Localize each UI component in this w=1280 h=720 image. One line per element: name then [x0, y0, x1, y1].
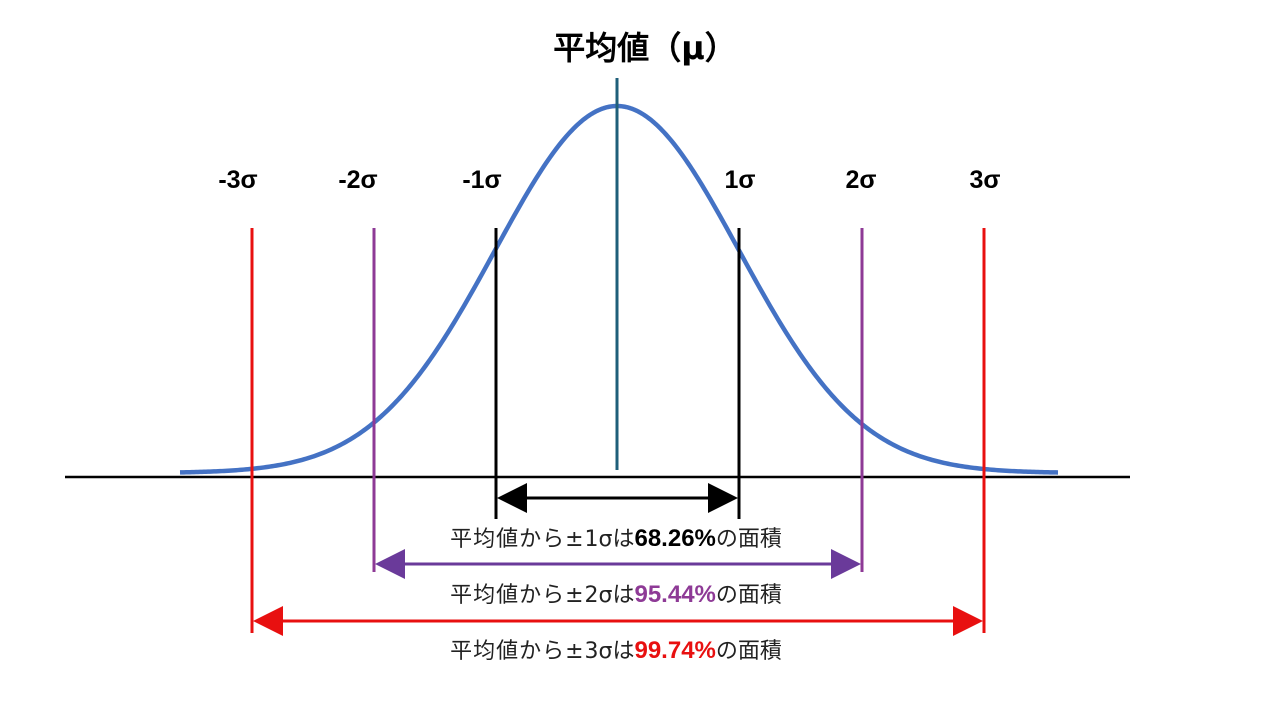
annotation-prefix: 平均値から±	[450, 583, 585, 608]
annotation-percent: 95.44%	[634, 581, 716, 608]
bell-curve	[179, 103, 1059, 475]
annotation-percent: 99.74%	[634, 637, 716, 664]
sigma-label-minus-1: -1σ	[462, 166, 501, 194]
annotation-prefix: 平均値から±	[450, 639, 585, 664]
annotation-sigma: 3σ	[584, 639, 613, 664]
annotation-mid: は	[612, 527, 635, 552]
three-sigma-annotation: 平均値から±3σは99.74%の面積	[0, 633, 1232, 665]
sigma-label-plus-3: 3σ	[969, 166, 1000, 194]
annotation-mid: は	[612, 583, 635, 608]
sigma-label-plus-1: 1σ	[724, 166, 755, 194]
annotation-suffix: の面積	[715, 583, 782, 608]
one-sigma-annotation: 平均値から±1σは68.26%の面積	[0, 521, 1232, 553]
annotation-mid: は	[612, 639, 635, 664]
annotation-sigma: 1σ	[584, 527, 613, 552]
chart-title: 平均値（μ）	[553, 29, 737, 67]
sigma-label-plus-2: 2σ	[845, 166, 876, 194]
sigma-label-minus-2: -2σ	[338, 166, 377, 194]
sigma-label-minus-3: -3σ	[218, 166, 257, 194]
annotation-suffix: の面積	[715, 527, 782, 552]
annotation-percent: 68.26%	[634, 525, 716, 552]
two-sigma-annotation: 平均値から±2σは95.44%の面積	[0, 577, 1232, 609]
annotation-suffix: の面積	[715, 639, 782, 664]
annotation-prefix: 平均値から±	[450, 527, 585, 552]
annotation-sigma: 2σ	[584, 583, 613, 608]
